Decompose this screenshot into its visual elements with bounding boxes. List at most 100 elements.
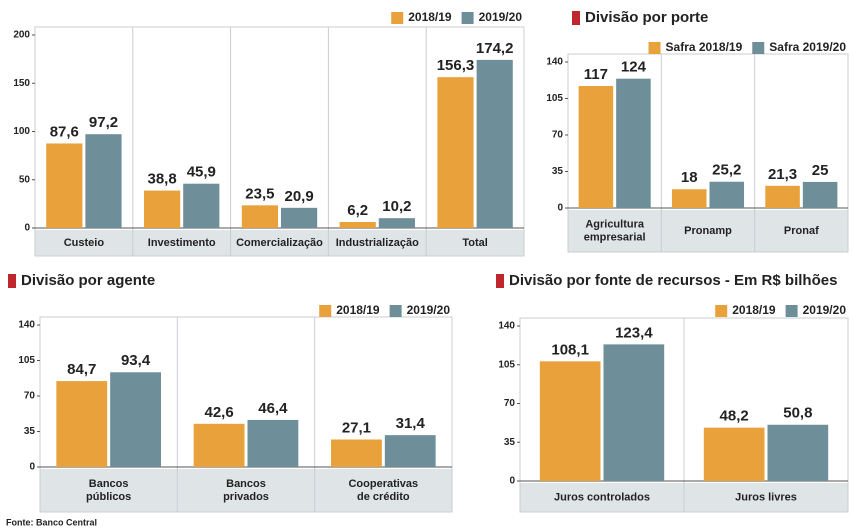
legend-swatch [319, 305, 332, 317]
x-tick-label: Industrialização [336, 237, 419, 249]
x-tick-label: Juros controlados [554, 491, 650, 503]
value-label: 6,2 [347, 202, 368, 219]
value-label: 108,1 [551, 341, 589, 358]
value-label: 25 [812, 162, 829, 179]
legend-label: Safra 2018/19 [666, 40, 743, 54]
legend-swatch [391, 12, 404, 24]
value-label: 123,4 [615, 324, 653, 341]
y-tick-label: 105 [546, 93, 563, 104]
bar [671, 189, 707, 208]
value-label: 23,5 [245, 185, 274, 202]
source: Fonte: Banco Central [6, 517, 97, 527]
category-band [40, 469, 452, 512]
bar [616, 78, 651, 208]
bar [281, 207, 318, 228]
x-tick-label: Pronamp [684, 225, 732, 237]
bar [802, 181, 838, 208]
y-tick-label: 0 [509, 476, 515, 487]
title-marker [572, 11, 580, 25]
plot-frame [567, 53, 849, 253]
y-tick-label: 70 [504, 398, 516, 409]
value-label: 50,8 [783, 405, 812, 422]
bar [183, 183, 220, 228]
bar [144, 190, 181, 228]
y-tick-label: 200 [13, 30, 30, 41]
x-tick-label: Bancos privados [223, 478, 269, 503]
value-label: 18 [681, 169, 698, 186]
plot-frame [34, 26, 525, 257]
legend-label: 2018/19 [732, 303, 776, 317]
x-tick-label: Investimento [148, 237, 216, 249]
legend-swatch [752, 42, 765, 54]
legend-label: 2018/19 [336, 303, 380, 317]
legend-swatch [785, 305, 798, 317]
value-label: 20,9 [284, 188, 313, 205]
bar [241, 205, 278, 228]
value-label: 27,1 [342, 419, 371, 436]
value-label: 48,2 [720, 408, 749, 425]
title-marker [496, 274, 504, 288]
y-tick-label: 0 [557, 203, 563, 214]
y-tick-label: 105 [498, 359, 515, 370]
y-tick-label: 140 [546, 57, 563, 68]
legend-swatch [715, 305, 728, 317]
y-tick-label: 70 [24, 391, 36, 402]
value-label: 117 [584, 66, 608, 83]
bar [703, 427, 765, 481]
value-label: 84,7 [67, 361, 96, 378]
value-label: 31,4 [396, 415, 426, 432]
bar [46, 143, 83, 228]
bar [384, 435, 436, 467]
bar [603, 344, 665, 481]
bar [476, 59, 513, 228]
bar [339, 222, 376, 228]
y-tick-label: 35 [24, 426, 36, 437]
legend-label: 2019/20 [479, 10, 523, 24]
x-tick-label: Cooperativas de crédito [348, 478, 418, 503]
x-tick-label: Comercialização [236, 237, 323, 249]
title-marker [8, 274, 16, 288]
legend-swatch [648, 42, 661, 54]
value-label: 42,6 [204, 404, 233, 421]
y-tick-label: 50 [19, 174, 31, 185]
value-label: 93,4 [121, 352, 151, 369]
y-tick-label: 35 [552, 166, 564, 177]
value-label: 10,2 [382, 198, 411, 215]
bar [767, 424, 829, 481]
bar [578, 85, 614, 208]
bar [85, 134, 122, 228]
value-label: 156,3 [437, 57, 475, 74]
bar [709, 181, 745, 208]
legend-label: 2019/20 [407, 303, 451, 317]
bar [331, 439, 382, 467]
value-label: 97,2 [89, 114, 118, 131]
legend-swatch [389, 305, 402, 317]
bar [110, 372, 161, 467]
x-tick-label: Pronaf [784, 225, 819, 237]
value-label: 38,8 [148, 171, 177, 188]
bar [378, 218, 415, 228]
bar [56, 381, 108, 467]
legend-label: 2019/20 [803, 303, 847, 317]
legend-swatch [461, 12, 474, 24]
legend-label: Safra 2019/20 [769, 40, 846, 54]
value-label: 124 [621, 59, 647, 76]
x-tick-label: Bancos públicos [86, 478, 131, 503]
value-label: 87,6 [50, 123, 79, 140]
y-tick-label: 35 [504, 437, 516, 448]
chart-title: Divisão por fonte de recursos - Em R$ bi… [509, 272, 837, 289]
chart-title: Divisão por porte [585, 9, 708, 26]
x-tick-label: Total [462, 237, 487, 249]
x-tick-label: Juros livres [735, 491, 797, 503]
value-label: 45,9 [187, 164, 216, 181]
bar [193, 423, 245, 467]
plot-frame [39, 316, 453, 513]
bar [247, 419, 299, 467]
y-tick-label: 140 [498, 321, 515, 332]
y-tick-label: 105 [18, 355, 35, 366]
bar [539, 361, 601, 481]
y-tick-label: 150 [13, 78, 30, 89]
value-label: 25,2 [712, 162, 741, 179]
x-tick-label: Custeio [64, 237, 105, 249]
